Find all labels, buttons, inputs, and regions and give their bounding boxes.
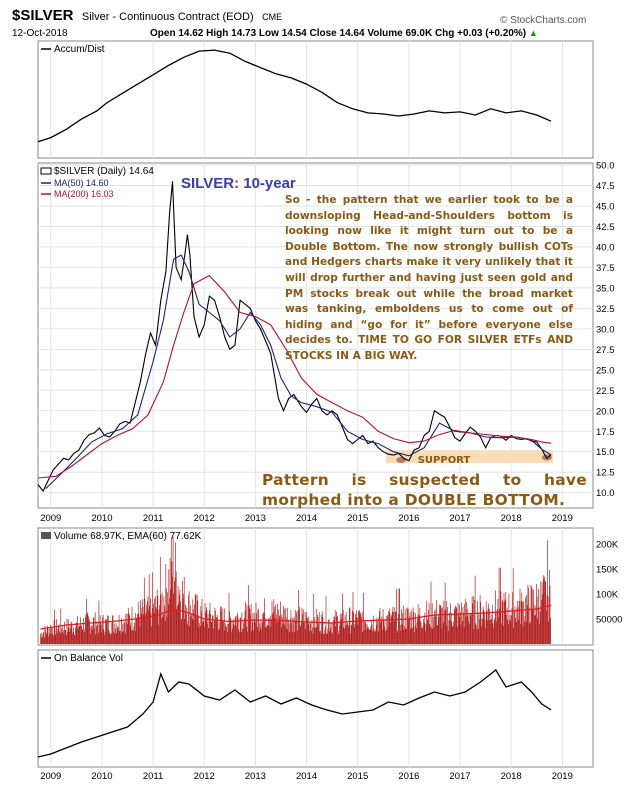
brand-label: © StockCharts.com [500,15,587,26]
header-title-row: $SILVER Silver - Continuous Contract (EO… [12,7,282,25]
obv-line [37,669,552,758]
price-tick-label: 12.5 [596,468,615,479]
price-tick-label: 32.5 [596,304,615,315]
obv-year-label: 2013 [245,771,266,782]
accum-dist-line [37,49,552,143]
quote-values: Open 14.62 High 14.73 Low 14.54 Close 14… [150,28,527,39]
obv-year-label: 2012 [194,771,215,782]
commentary-text: So - the pattern that we earlier took to… [285,194,573,362]
ma200-line [37,274,552,479]
price-year-label: 2011 [143,513,163,524]
obv-year-label: 2018 [501,771,522,782]
quote-line: Open 14.62 High 14.73 Low 14.54 Close 14… [150,28,538,39]
volume-tick-label: 200K [596,540,619,551]
obv-year-label: 2019 [552,771,573,782]
instrument-name: Silver - Continuous Contract (EOD) [81,11,254,23]
accum-dist-panel [37,40,594,159]
price-year-label: 2017 [449,513,470,524]
price-tick-label: 15.0 [596,447,615,458]
price-legend-main: $SILVER (Daily) 14.64 [54,166,154,177]
obv-year-label: 2010 [91,771,112,782]
obv-year-label: 2011 [143,771,163,782]
accum-dist-label: Accum/Dist [54,44,105,55]
volume-tick-label: 100K [596,590,619,601]
price-tick-label: 30.0 [596,324,615,335]
price-year-label: 2015 [347,513,368,524]
obv-year-label: 2017 [449,771,470,782]
up-arrow-icon: ▲ [528,28,538,38]
obv-legend-label: On Balance Vol [54,653,123,664]
series-lines [37,49,552,758]
volume-legend-swatch [41,532,51,539]
price-year-label: 2019 [552,513,573,524]
obv-year-label: 2014 [296,771,317,782]
price-tick-label: 17.5 [596,427,615,438]
price-year-label: 2016 [398,513,419,524]
price-tick-label: 42.5 [596,222,615,233]
support-label: SUPPORT [418,455,471,466]
price-tick-label: 50.0 [596,161,615,172]
price-tick-label: 27.5 [596,345,615,356]
grid-lines [38,41,593,767]
price-tick-label: 10.0 [596,488,615,499]
price-legend-swatch [40,167,52,175]
volume-ema-line [40,604,552,630]
volume-legend-label: Volume 68.97K, EMA(60) 77.62K [54,531,202,542]
brand[interactable]: © StockCharts.com [500,15,586,26]
volume-tick-label: 50000 [596,615,622,626]
obv-year-label: 2016 [398,771,419,782]
tick-labels: 10.0 12.5 15.0 17.5 20.0 22.5 25.0 27.5 30.0 32.5… [40,161,622,783]
price-tick-label: 35.0 [596,283,615,294]
obv-panel [37,649,594,768]
price-year-label: 2013 [245,513,266,524]
price-year-label: 2010 [91,513,112,524]
obv-year-label: 2009 [40,771,61,782]
price-tick-label: 47.5 [596,181,615,192]
price-tick-label: 40.0 [596,242,615,253]
ma50-legend-label: MA(50) 14.60 [54,178,109,188]
pattern-callout: Pattern is suspected to have morphed int… [262,471,587,509]
price-tick-label: 22.5 [596,386,615,397]
price-year-label: 2009 [40,513,61,524]
price-year-label: 2018 [501,513,522,524]
price-tick-label: 45.0 [596,201,615,212]
symbol: $SILVER [12,7,74,24]
price-tick-label: 37.5 [596,263,615,274]
double-bottom-marker [396,456,407,463]
volume-tick-label: 150K [596,565,619,576]
chart-annotation-title: SILVER: 10-year [181,175,296,192]
ma200-legend-label: MA(200) 16.03 [54,189,114,199]
price-tick-label: 20.0 [596,406,615,417]
date: 12-Oct-2018 [12,28,68,39]
exchange: CME [262,12,283,22]
support-band [385,450,554,464]
obv-year-label: 2015 [347,771,368,782]
price-year-label: 2014 [296,513,317,524]
price-tick-label: 25.0 [596,365,615,376]
price-year-label: 2012 [194,513,215,524]
